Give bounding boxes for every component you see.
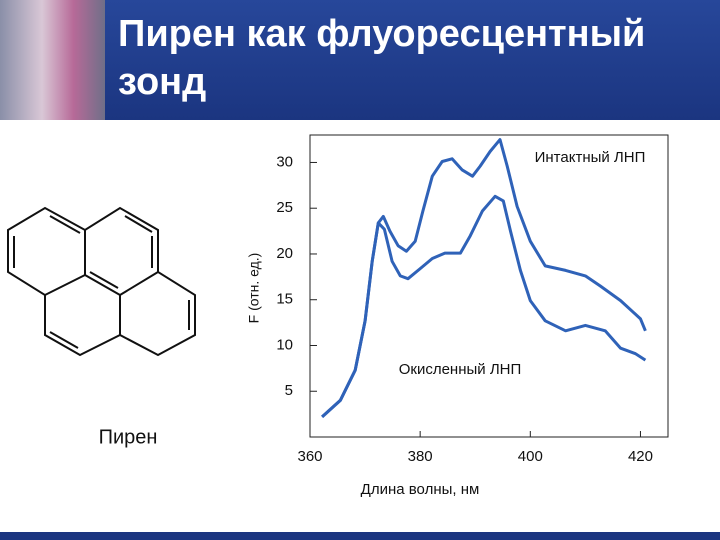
structure-label: Пирен: [99, 426, 158, 448]
series-line: [321, 194, 647, 419]
x-tick-label: 380: [408, 448, 433, 465]
y-tick-label: 15: [276, 291, 293, 308]
series-label: Окисленный ЛНП: [399, 361, 522, 378]
footer-band: [0, 532, 720, 540]
x-axis-label: Длина волны, нм: [361, 481, 480, 498]
flask-image: [0, 0, 105, 120]
y-tick-label: 20: [276, 245, 293, 262]
y-tick-label: 5: [285, 382, 293, 399]
header-band: [0, 0, 720, 120]
pyrene-structure: [7, 206, 196, 357]
y-tick-label: 10: [276, 336, 293, 353]
series-label: Интактный ЛНП: [535, 149, 646, 166]
x-tick-label: 360: [297, 448, 322, 465]
y-tick-label: 30: [276, 153, 293, 170]
slide-title: Пирен как флуоресцентный зонд: [118, 13, 646, 103]
x-tick-label: 420: [628, 448, 653, 465]
x-tick-label: 400: [518, 448, 543, 465]
y-tick-label: 25: [276, 199, 293, 216]
plot-frame: [309, 134, 669, 438]
y-axis-label: F (отн. ед.): [246, 253, 262, 324]
